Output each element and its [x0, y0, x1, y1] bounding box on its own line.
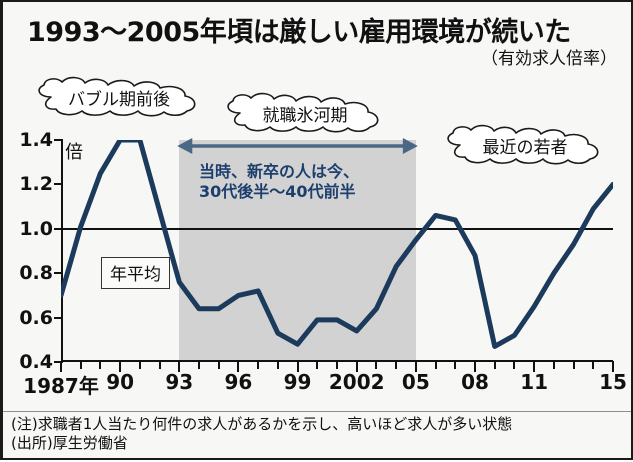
- footer-divider: [3, 411, 631, 412]
- x-axis-tick: [257, 361, 260, 369]
- cloud-label-recent-youth: 最近の若者: [482, 137, 568, 158]
- x-axis-tick-label: 15: [599, 370, 627, 394]
- y-axis-tick-label: 0.4: [19, 351, 53, 373]
- x-axis-tick-label: 96: [224, 370, 253, 394]
- x-axis-tick: [296, 361, 299, 372]
- y-axis-tick-label: 1.0: [19, 217, 53, 240]
- x-axis-tick: [316, 361, 319, 369]
- x-axis-tick-label: 2002: [328, 370, 385, 394]
- x-axis-tick-label: 11: [520, 370, 549, 394]
- y-axis-tick: [54, 227, 63, 230]
- cloud-shape-icon: [447, 124, 599, 165]
- x-axis-tick: [276, 361, 279, 369]
- ice-age-note-line1: 当時、新卒の人は今、: [199, 162, 360, 181]
- ice-age-note-line2: 30代後半〜40代前半: [199, 181, 356, 201]
- y-axis-tick: [54, 183, 63, 186]
- cloud-shape-icon: [227, 92, 379, 133]
- x-axis-tick: [119, 361, 122, 372]
- data-line-series: [61, 140, 613, 349]
- x-axis-tick: [612, 361, 614, 372]
- x-axis-tick: [513, 361, 516, 369]
- x-axis-tick: [414, 361, 417, 372]
- y-axis-tick: [54, 139, 63, 141]
- x-axis-tick: [572, 361, 575, 369]
- x-axis-tick: [454, 361, 457, 369]
- reference-line-1x: [61, 227, 613, 230]
- cloud-shape-icon: [38, 76, 196, 117]
- x-axis-tick: [198, 361, 200, 369]
- x-axis-tick: [395, 361, 398, 369]
- cloud-label-ice-age: 就職氷河期: [262, 105, 348, 126]
- y-axis-line: [61, 140, 63, 362]
- x-axis-tick: [336, 361, 338, 369]
- annotation-cloud-recent-youth: 最近の若者: [439, 124, 611, 166]
- page-title: 1993〜2005年頃は厳しい雇用環境が続いた: [27, 17, 571, 48]
- x-axis-tick-label: 08: [461, 370, 489, 394]
- y-axis-tick-label: 0.8: [19, 262, 53, 285]
- footer-notes: (注)求職者1人当たり何件の求人があるかを示し、高いほど求人が多い状態 (出所)…: [11, 415, 625, 453]
- x-axis-tick: [99, 361, 102, 369]
- highlight-band-ice-age: [179, 140, 416, 362]
- footer-source: (出所)厚生労働省: [11, 433, 128, 452]
- x-axis-tick: [375, 361, 378, 369]
- x-axis-tick: [552, 361, 555, 369]
- annotation-cloud-ice-age: 就職氷河期: [219, 92, 391, 134]
- x-axis-tick: [355, 361, 358, 372]
- annotation-cloud-bubble-era: バブル期前後: [29, 76, 209, 118]
- x-axis-tick-label: 05: [401, 370, 430, 394]
- y-axis-unit-label: 倍: [65, 142, 83, 163]
- x-axis-tick-label: 93: [165, 370, 194, 394]
- x-axis-tick: [138, 361, 141, 369]
- x-axis-tick: [178, 361, 181, 372]
- y-axis-tick-label: 1.4: [19, 129, 53, 151]
- footer-note: (注)求職者1人当たり何件の求人があるかを示し、高いほど求人が多い状態: [11, 414, 513, 433]
- x-axis-tick-label: 99: [283, 370, 312, 394]
- y-axis-tick-label: 1.2: [19, 173, 53, 196]
- x-axis-tick: [434, 361, 437, 369]
- x-axis-tick: [592, 361, 595, 369]
- x-axis-tick-label: 90: [106, 370, 135, 394]
- y-axis-tick: [54, 316, 63, 319]
- x-axis-tick: [158, 361, 161, 369]
- series-label-annual-average: 年平均: [101, 257, 170, 289]
- y-axis-tick: [54, 272, 63, 275]
- x-axis-tick: [237, 361, 240, 372]
- cloud-label-bubble-era: バブル期前後: [68, 89, 170, 110]
- x-axis-tick: [217, 361, 220, 369]
- series-line-年平均: [61, 140, 613, 349]
- x-axis-tick: [533, 361, 536, 372]
- x-axis-tick: [474, 361, 476, 372]
- x-axis-tick: [493, 361, 496, 369]
- chart-subtitle: （有効求人倍率）: [481, 49, 617, 69]
- y-axis-tick-label: 0.6: [19, 306, 53, 329]
- ice-age-note: 当時、新卒の人は今、 30代後半〜40代前半: [199, 162, 359, 201]
- x-axis-tick: [79, 361, 82, 369]
- x-axis-tick: [60, 361, 62, 372]
- plot-area: 0.4 0.6 0.8 1.0 1.2 1.4: [19, 129, 614, 373]
- x-axis-tick-label: 1987年: [23, 374, 99, 398]
- y-axis-tick: [54, 361, 63, 363]
